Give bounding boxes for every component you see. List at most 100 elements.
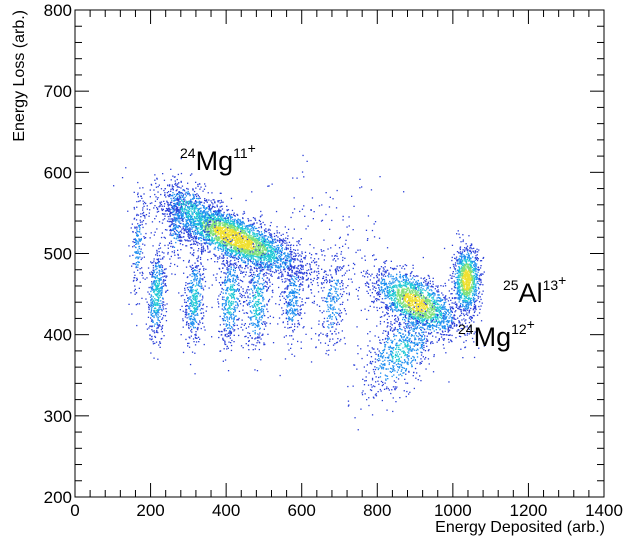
heatmap-point [160,313,163,315]
heatmap-point [222,250,224,252]
heatmap-point [272,263,274,265]
heatmap-point [153,291,155,293]
heatmap-point [271,241,273,244]
heatmap-point [272,256,274,258]
heatmap-point [173,214,175,216]
heatmap-point [202,205,205,207]
heatmap-point [224,232,227,234]
heatmap-point [260,215,262,217]
heatmap-point [248,230,250,232]
heatmap-point [206,242,208,245]
heatmap-point [154,274,156,276]
heatmap-point [190,214,192,217]
heatmap-point [273,235,276,238]
heatmap-point [256,253,259,255]
heatmap-point [169,220,172,223]
heatmap-point [130,227,132,229]
heatmap-point [221,236,223,238]
heatmap-point [157,293,159,296]
heatmap-point [264,238,266,240]
heatmap-point [133,238,135,241]
heatmap-point [285,266,288,268]
heatmap-point [239,240,241,242]
heatmap-point [150,309,153,311]
heatmap-point [154,310,156,312]
heatmap-point [233,231,235,233]
heatmap-point [260,223,262,225]
heatmap-point [180,157,182,160]
heatmap-point [176,184,178,186]
heatmap-point [277,252,279,254]
heatmap-point [157,298,160,301]
heatmap-point [194,243,197,245]
heatmap-point [161,209,163,211]
heatmap-point [247,253,249,255]
heatmap-point [139,272,141,274]
heatmap-point [149,209,151,211]
heatmap-point [301,272,304,274]
heatmap-point [266,269,268,271]
heatmap-point [209,243,211,245]
heatmap-point [205,211,207,213]
heatmap-point [182,198,184,201]
heatmap-point [250,246,252,249]
heatmap-point [279,250,281,252]
heatmap-point [231,227,233,229]
heatmap-point [237,233,239,235]
heatmap-point [317,258,320,260]
heatmap-point [237,232,239,234]
heatmap-point [156,262,159,264]
heatmap-point [155,314,157,317]
heatmap-point [200,285,203,287]
heatmap-point [183,200,185,203]
heatmap-point [169,194,171,196]
heatmap-point [170,204,172,206]
heatmap-point [182,326,184,328]
heatmap-point [283,261,285,263]
heatmap-point [233,257,236,259]
heatmap-point [189,201,191,203]
heatmap-point [189,233,191,236]
heatmap-point [216,273,218,275]
heatmap-point [187,289,189,291]
heatmap-point [290,250,292,253]
heatmap-point [265,259,268,261]
heatmap-point [225,224,227,226]
heatmap-point [160,300,162,302]
heatmap-point [154,266,157,268]
heatmap-point [131,265,133,267]
heatmap-point [170,195,172,197]
heatmap-point [212,240,214,242]
heatmap-point [191,305,194,308]
heatmap-point [199,277,201,279]
heatmap-point [233,227,236,229]
heatmap-point [237,229,239,231]
heatmap-point [156,178,158,180]
heatmap-point [258,252,261,254]
heatmap-point [197,185,199,187]
heatmap-point [217,226,219,228]
heatmap-point [219,223,221,225]
heatmap-point [271,266,274,269]
heatmap-point [232,218,234,221]
heatmap-point [273,232,276,235]
heatmap-point [191,217,193,220]
heatmap-point [150,310,152,312]
heatmap-point [263,258,265,261]
heatmap-point [202,295,204,297]
heatmap-point [135,232,137,234]
heatmap-point [195,337,197,339]
heatmap-point [209,226,212,228]
heatmap-point [132,280,135,282]
heatmap-point [182,196,184,198]
heatmap-point [244,267,246,270]
heatmap-point [187,214,189,217]
heatmap-point [173,252,175,254]
heatmap-point [286,274,289,276]
heatmap-point [252,257,254,259]
heatmap-point [218,215,220,217]
heatmap-point [177,239,179,242]
heatmap-point [228,248,230,251]
heatmap-point [179,257,181,259]
heatmap-point [223,247,225,250]
